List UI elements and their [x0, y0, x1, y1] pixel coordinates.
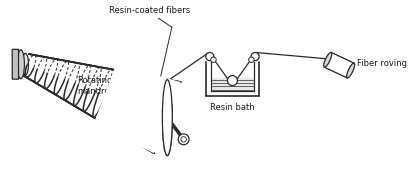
Text: Fiber roving: Fiber roving: [357, 59, 407, 68]
Circle shape: [249, 57, 254, 62]
Circle shape: [211, 57, 216, 62]
Circle shape: [228, 76, 237, 85]
Text: Resin bath: Resin bath: [210, 103, 255, 112]
Ellipse shape: [17, 50, 24, 79]
Ellipse shape: [162, 80, 172, 156]
Text: Rotating
mandrel: Rotating mandrel: [77, 76, 113, 96]
Ellipse shape: [22, 53, 29, 75]
Text: Resin-coated fibers: Resin-coated fibers: [109, 5, 190, 15]
Ellipse shape: [162, 80, 172, 156]
FancyBboxPatch shape: [12, 49, 18, 79]
Polygon shape: [324, 52, 354, 78]
Ellipse shape: [324, 52, 332, 67]
Polygon shape: [22, 54, 181, 153]
Polygon shape: [211, 78, 254, 91]
Circle shape: [178, 134, 189, 145]
Circle shape: [251, 53, 259, 61]
Ellipse shape: [347, 63, 355, 78]
Polygon shape: [93, 64, 181, 153]
Circle shape: [206, 53, 214, 61]
